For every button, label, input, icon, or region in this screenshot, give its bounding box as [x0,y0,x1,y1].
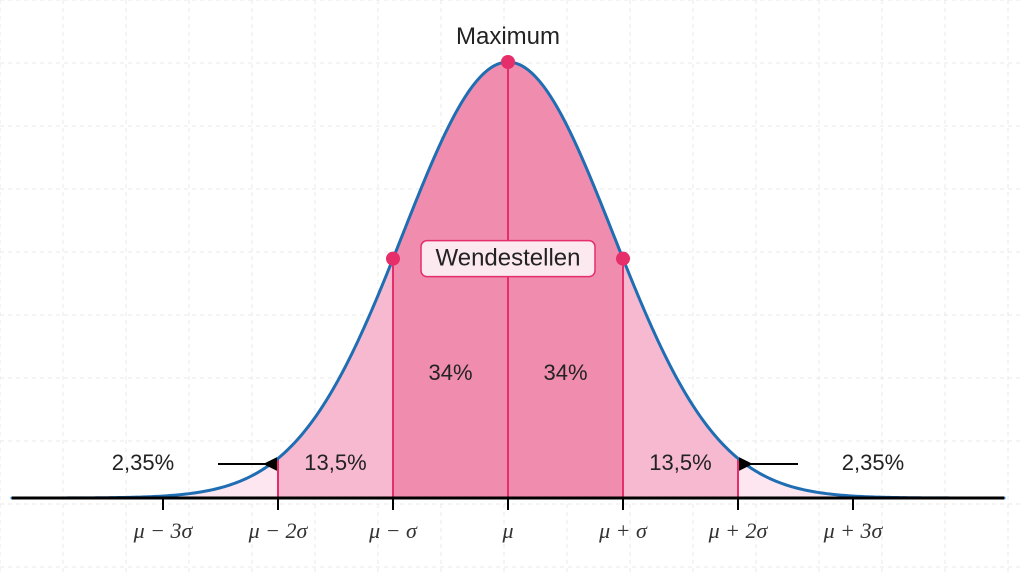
inflection-marker [616,252,630,266]
region-label: 34% [428,360,472,385]
region-label: 2,35% [112,450,174,475]
maximum-label: Maximum [456,23,560,50]
normal-distribution-chart: μ − 3σ μ − 2σ μ − σ μ μ + σ μ + 2σ μ + 3σ Maxim… [0,0,1024,576]
inflection-label: Wendestellen [436,245,581,272]
x-tick-label: μ + 2σ [708,518,769,543]
region-label: 2,35% [842,450,904,475]
region-fill [508,62,623,498]
x-tick-label: μ + 3σ [823,518,884,543]
maximum-marker [501,55,515,69]
x-tick-label: μ − 3σ [133,518,194,543]
region-label: 34% [543,360,587,385]
x-tick-label: μ − 2σ [248,518,309,543]
region-label: 13,5% [304,450,366,475]
region-fill [393,62,508,498]
inflection-marker [386,252,400,266]
x-tick-label: μ − σ [368,518,418,543]
x-tick-label: μ + σ [598,518,648,543]
x-tick-label: μ [501,518,513,543]
region-label: 13,5% [649,450,711,475]
